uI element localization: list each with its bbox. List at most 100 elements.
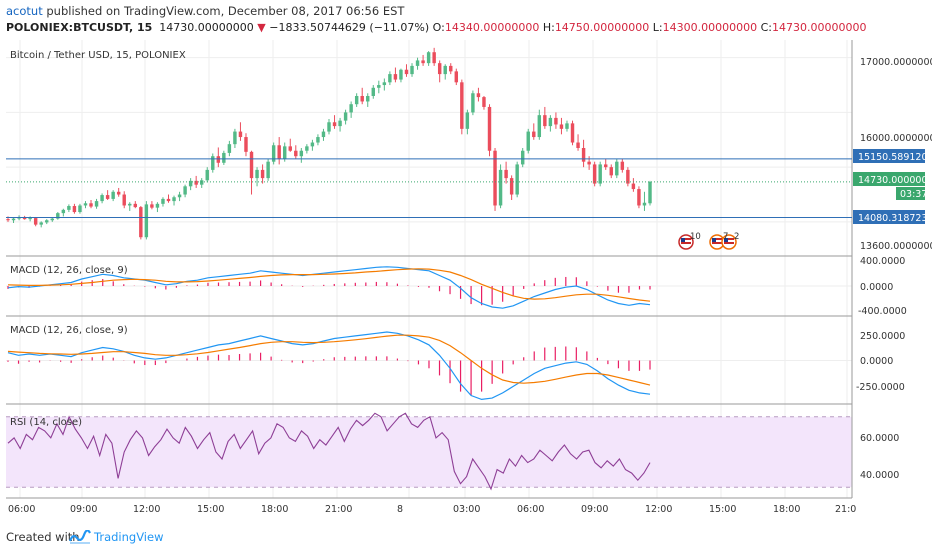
candle-body (78, 205, 82, 213)
time-tick: 21:00 (325, 504, 352, 515)
countdown-badge (896, 187, 925, 200)
candle-body (150, 204, 154, 208)
candle-body (332, 122, 337, 127)
candle-body (537, 115, 542, 138)
tradingview-link[interactable]: TradingView (94, 530, 164, 544)
macd-pane-1[interactable] (6, 266, 852, 309)
ohlc-info: POLONIEX:BTCUSDT, 15 14730.00000000 ▼ −1… (6, 21, 867, 34)
candle-body (144, 204, 149, 238)
candle-body (233, 131, 237, 145)
candle-body (94, 201, 99, 207)
created-with-text: Created with (6, 530, 80, 544)
candle-body (45, 220, 49, 223)
rsi-band-fill (6, 416, 852, 488)
time-tick: 12:00 (645, 504, 672, 515)
time-axis[interactable]: 06:00 09:00 12:00 15:00 18:00 21:00 8 03… (8, 504, 856, 515)
macd1-tick: 400.0000 (860, 256, 905, 267)
candle-body (548, 117, 553, 127)
candle-body (465, 112, 470, 129)
symbol-label: POLONIEX:BTCUSDT, 15 (6, 21, 153, 34)
macd-pane-2[interactable] (6, 331, 852, 401)
us-flag-icon[interactable] (678, 234, 694, 250)
candle-body (559, 124, 564, 129)
candle-body (294, 150, 298, 157)
candle-body (592, 164, 597, 184)
candle-body (194, 180, 198, 185)
candle-body (421, 60, 425, 64)
candle-body (471, 93, 475, 113)
close-label: C: (760, 21, 773, 34)
candle-body (310, 142, 315, 147)
candle-body (377, 85, 381, 88)
candle-body (288, 146, 292, 151)
price-tick: 17000.00000000 (860, 57, 932, 68)
time-tick: 09:00 (70, 504, 97, 515)
candle-body (222, 152, 226, 163)
tradingview-logo-icon[interactable] (69, 530, 91, 544)
event-flags[interactable]: 10 7 2 (678, 232, 739, 250)
candle-body (188, 180, 193, 187)
candle-body (504, 169, 508, 179)
time-tick: 8 (397, 504, 403, 515)
candle-body (648, 181, 652, 204)
price-pane[interactable] (6, 47, 652, 240)
footer: Created with TradingView (0, 518, 932, 550)
candle-body (183, 186, 187, 195)
author-link[interactable]: acotut (6, 4, 43, 18)
time-tick: 15:00 (709, 504, 736, 515)
rsi-pane[interactable] (7, 412, 651, 491)
candle-body (476, 93, 481, 98)
rsi-axis[interactable]: 60.0000 40.0000 (860, 433, 899, 481)
candle-body (520, 150, 525, 165)
chart-area[interactable]: Bitcoin / Tether USD, 15, POLONIEX MACD … (0, 40, 932, 518)
time-tick: 15:00 (197, 504, 224, 515)
candle-body (56, 213, 60, 219)
candle-body (604, 164, 608, 168)
us-flag-icon[interactable] (709, 234, 725, 250)
hline-lower-price-badge (853, 210, 925, 224)
candle-body (487, 106, 492, 151)
candle-body (615, 161, 619, 176)
macd2-axis[interactable]: 250.0000 0.0000 -250.0000 (856, 331, 905, 393)
rsi-tick: 60.0000 (860, 433, 899, 444)
last-price-label: 14730.00000000 (858, 175, 932, 186)
open-value: 14340.00000000 (444, 21, 540, 34)
candle-body (128, 203, 132, 206)
candle-body (39, 222, 43, 225)
candle-body (122, 194, 126, 206)
candle-body (388, 74, 392, 83)
us-flag-icon[interactable] (721, 234, 737, 250)
candle-body (493, 150, 497, 206)
time-tick: 21:0 (835, 504, 856, 515)
macd1-axis[interactable]: 400.0000 0.0000 -400.0000 (858, 256, 907, 317)
candle-body (426, 52, 431, 64)
candle-body (327, 122, 331, 132)
candle-body (11, 218, 16, 221)
pane-separators (6, 40, 853, 499)
close-value: 14730.00000000 (772, 21, 867, 34)
last-price-badge (853, 172, 925, 186)
candle-body (199, 180, 204, 185)
macd1-signal-line (7, 268, 651, 302)
candle-body (565, 123, 569, 129)
candle-body (216, 156, 221, 163)
candle-body (28, 218, 32, 220)
candle-body (554, 117, 558, 125)
candle-body (111, 191, 115, 199)
macd2-tick: 250.0000 (860, 331, 905, 342)
candle-body (642, 202, 647, 206)
candle-body (620, 161, 625, 170)
candle-body (238, 131, 243, 138)
candle-body (6, 219, 10, 221)
rsi-tick: 40.0000 (860, 470, 899, 481)
time-tick: 09:00 (581, 504, 608, 515)
candle-body (139, 207, 143, 238)
candle-body (432, 52, 436, 64)
price-tick: 16000.00000000 (860, 133, 932, 144)
candle-body (437, 63, 442, 75)
time-tick: 18:00 (773, 504, 800, 515)
candle-body (72, 206, 77, 213)
candle-body (100, 195, 104, 202)
candle-body (244, 137, 248, 152)
price-axis[interactable]: 17000.00000000 16000.00000000 13600.0000… (853, 57, 932, 252)
